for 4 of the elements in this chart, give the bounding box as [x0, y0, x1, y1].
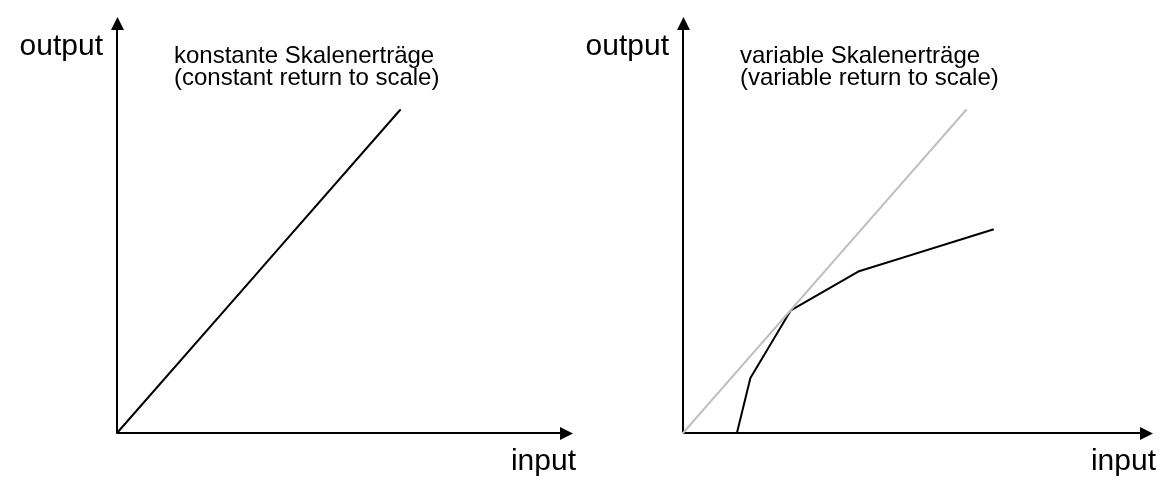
y-axis-title: output: [19, 28, 103, 61]
x-axis-title: input: [1090, 443, 1156, 476]
x-axis-title: input: [510, 443, 576, 476]
y-axis-title: output: [585, 28, 669, 61]
